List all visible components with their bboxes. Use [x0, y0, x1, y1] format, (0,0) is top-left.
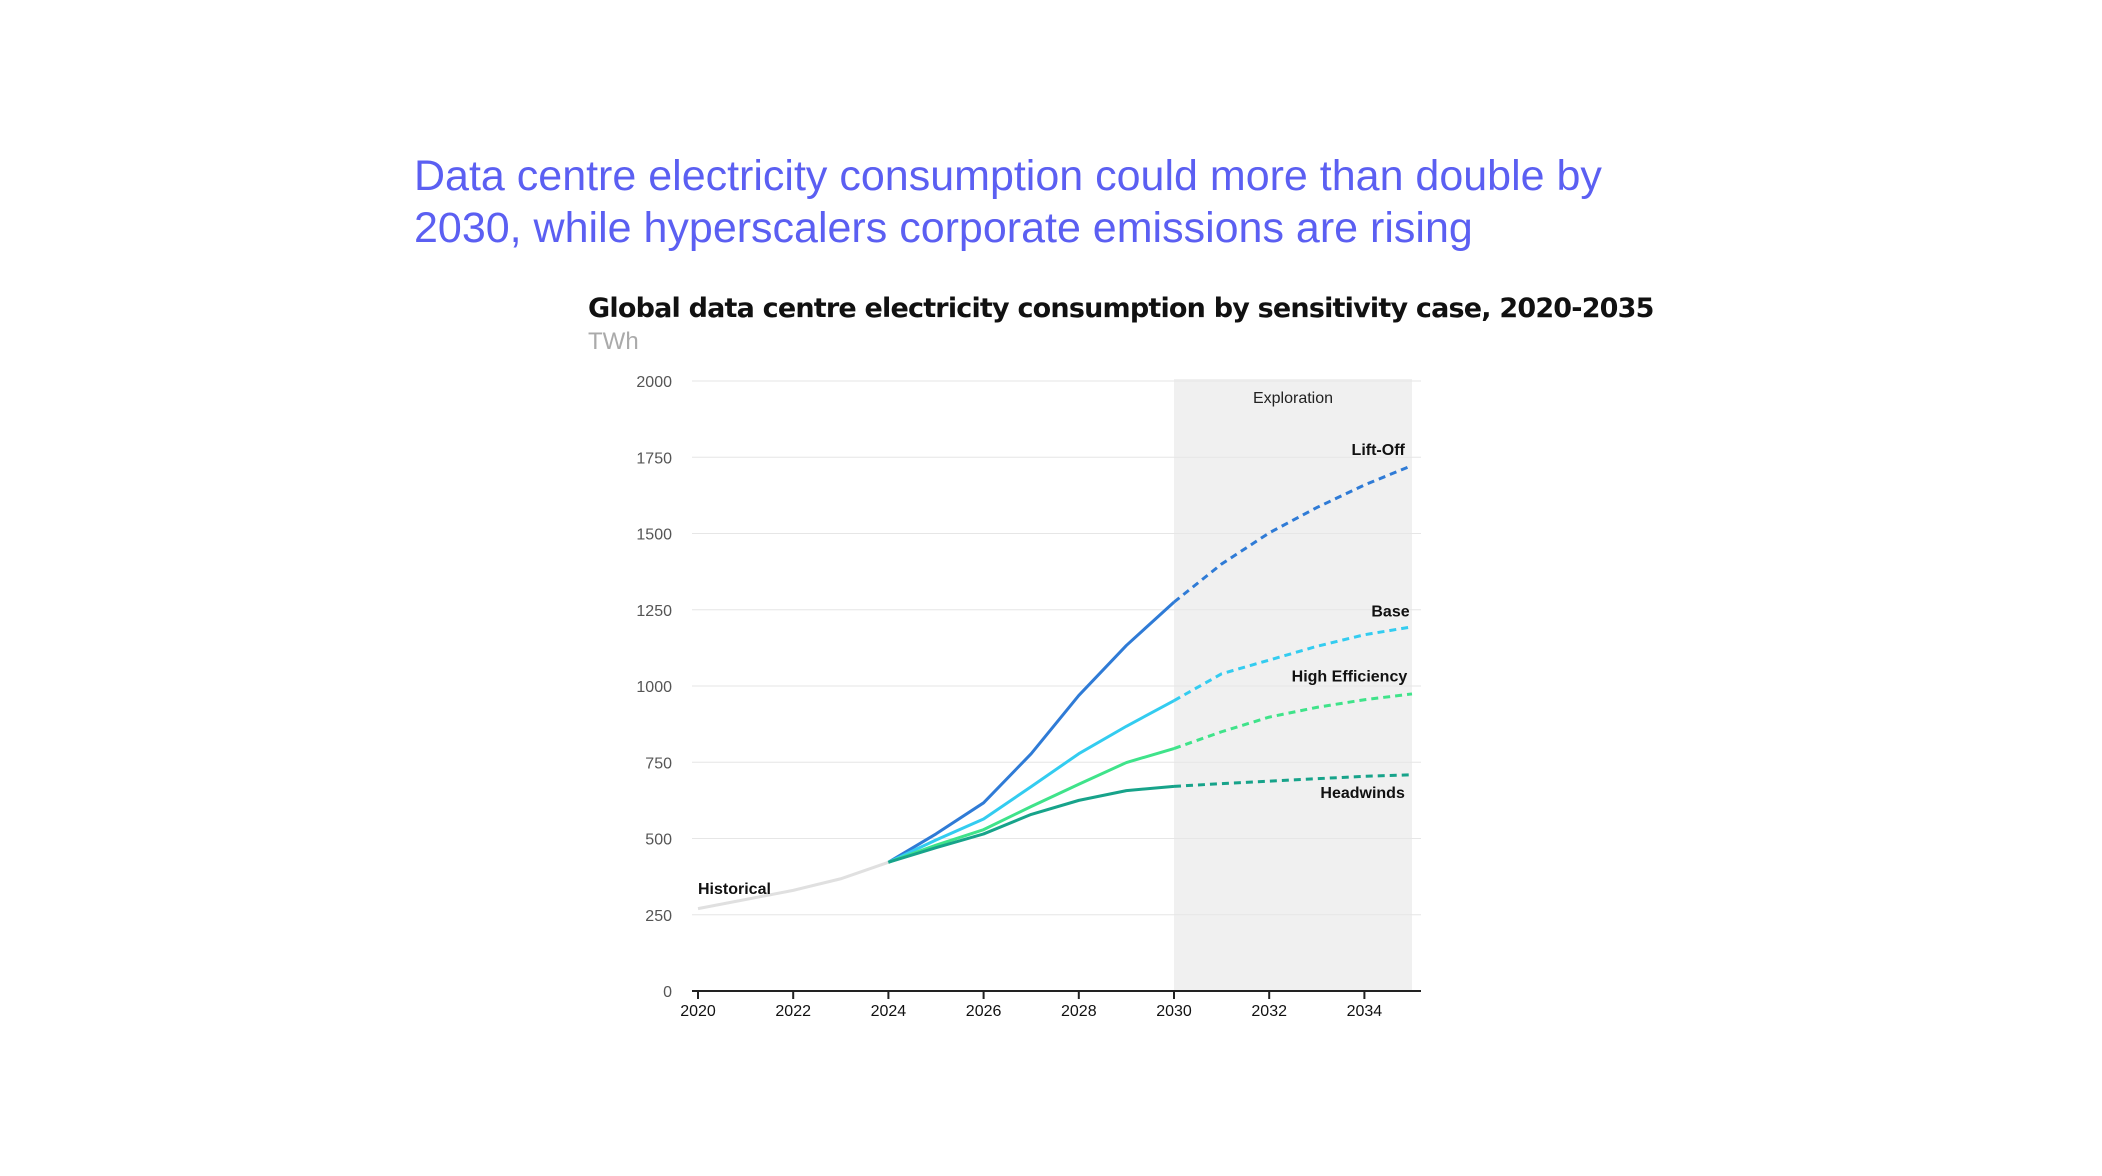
x-tick-label: 2026: [966, 1003, 1002, 1020]
series-projection-high-efficiency: [1173, 692, 1413, 750]
x-tick-label: 2024: [871, 1003, 907, 1020]
series-label-high-efficiency: High Efficiency: [1292, 669, 1408, 686]
series-line-headwinds: [887, 784, 1175, 864]
y-tick-label: 1750: [636, 450, 672, 467]
x-tick-label: 2020: [680, 1003, 716, 1020]
series-line-historical: [697, 860, 889, 911]
series-label-lift-off: Lift-Off: [1352, 442, 1406, 459]
series-line-high-efficiency: [887, 747, 1175, 864]
x-tick-label: 2030: [1156, 1003, 1192, 1020]
series-line-lift-off: [887, 601, 1176, 864]
series-label-historical: Historical: [698, 881, 771, 898]
y-tick-label: 1000: [636, 679, 672, 696]
y-tick-label: 500: [645, 832, 672, 849]
series-label-headwinds: Headwinds: [1320, 785, 1405, 802]
y-tick-label: 2000: [636, 374, 672, 391]
x-tick-label: 2032: [1251, 1003, 1287, 1020]
series-projection-base: [1173, 625, 1413, 702]
slide-headline: Data centre electricity consumption coul…: [414, 152, 1602, 252]
exploration-label: Exploration: [1253, 390, 1333, 407]
y-axis-unit: TWh: [588, 328, 639, 355]
y-tick-label: 750: [645, 755, 672, 772]
series-line-base: [887, 699, 1175, 864]
x-tick-label: 2034: [1347, 1003, 1383, 1020]
x-tick-label: 2028: [1061, 1003, 1097, 1020]
y-tick-label: 1250: [636, 603, 672, 620]
chart-title: Global data centre electricity consumpti…: [588, 293, 1654, 324]
x-tick-label: 2022: [775, 1003, 811, 1020]
series-projection-headwinds: [1173, 773, 1413, 788]
y-tick-label: 0: [663, 984, 672, 1001]
y-tick-label: 1500: [636, 527, 672, 544]
y-tick-label: 250: [645, 908, 672, 925]
series-projection-lift-off: [1173, 464, 1413, 604]
series-label-base: Base: [1371, 603, 1409, 620]
